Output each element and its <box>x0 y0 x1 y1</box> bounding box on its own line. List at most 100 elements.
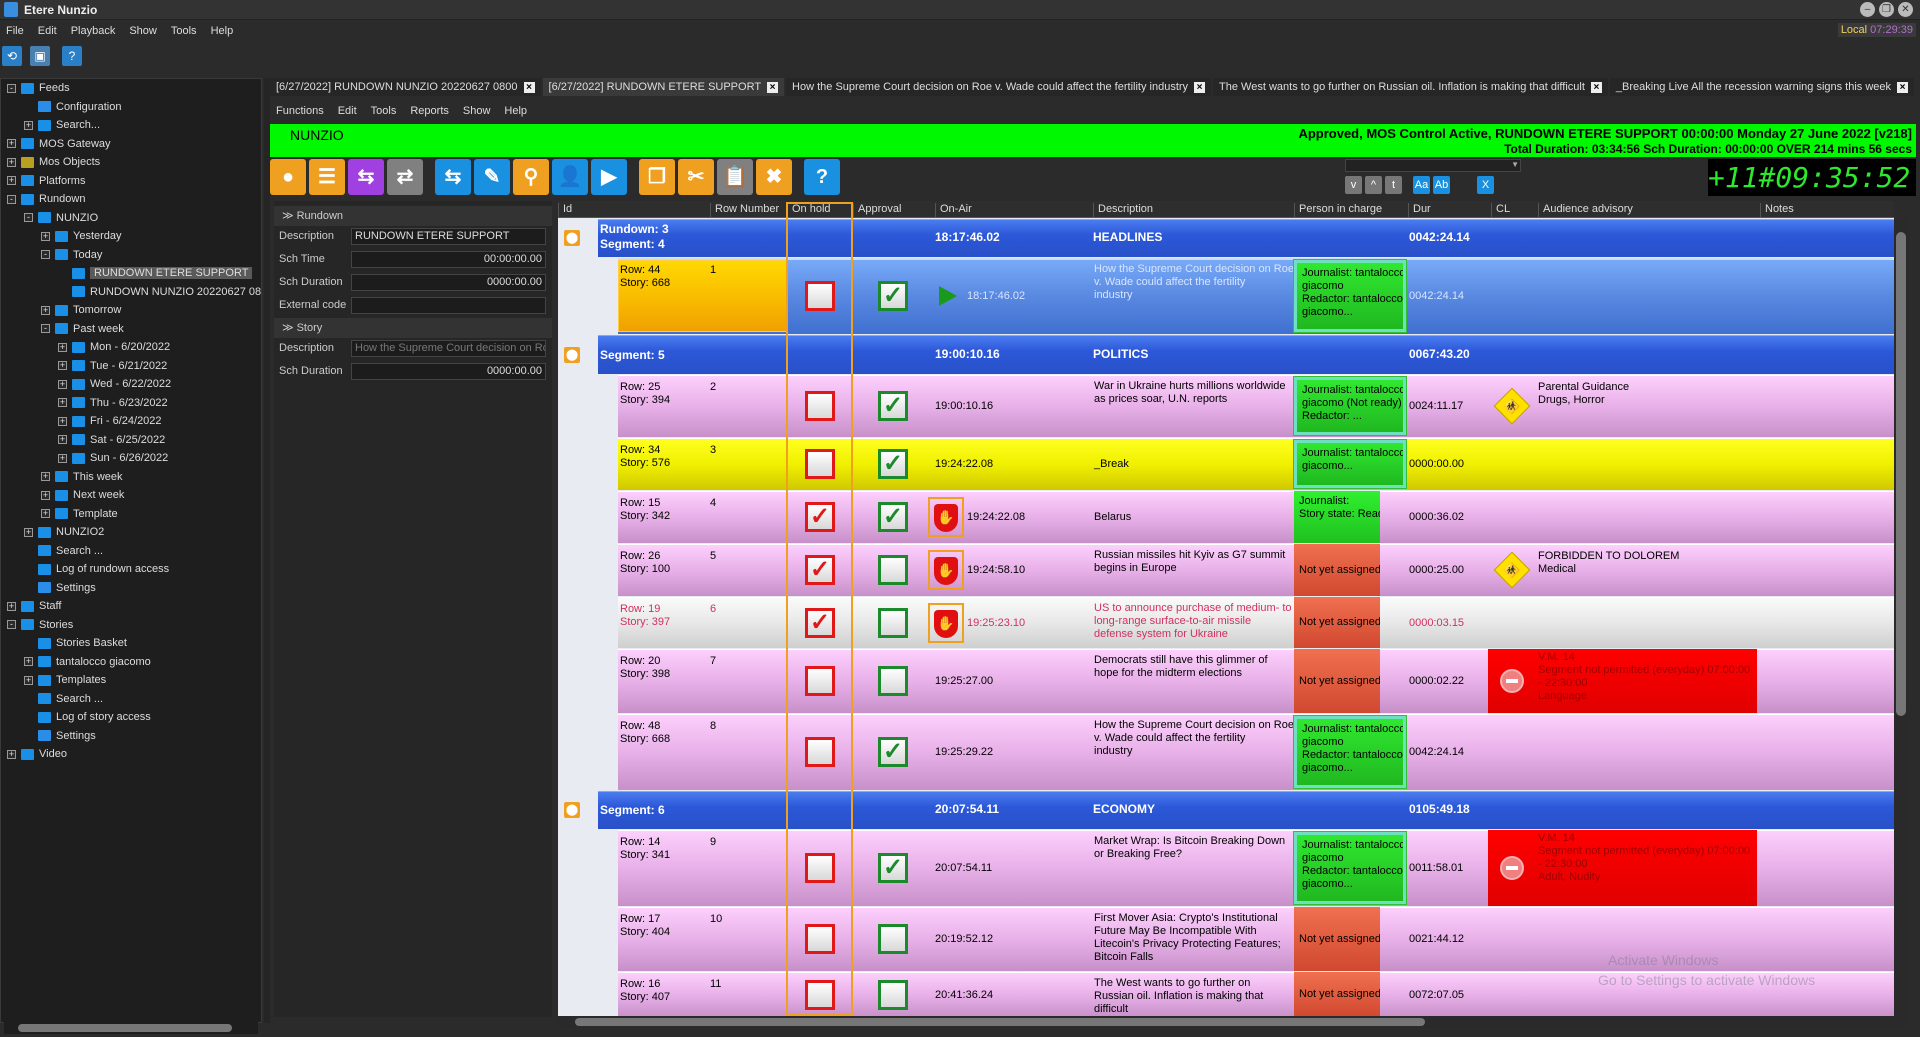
approval-checkbox[interactable] <box>878 979 908 1010</box>
field-input[interactable]: 0000:00.00 <box>351 363 546 380</box>
column-header[interactable]: Audience advisory <box>1538 203 1633 218</box>
expand-icon[interactable]: + <box>58 434 67 445</box>
on-hold-checkbox[interactable] <box>805 449 835 479</box>
menu-playback[interactable]: Playback <box>70 25 116 37</box>
tree-item[interactable]: + Mon - 6/20/2022 <box>58 338 170 356</box>
collapse-icon[interactable]: - <box>7 194 16 204</box>
tree-item[interactable]: + Sun - 6/26/2022 <box>58 449 168 467</box>
tree-item[interactable]: Settings <box>24 579 96 597</box>
approval-checkbox[interactable] <box>878 666 908 696</box>
expand-icon[interactable]: + <box>58 360 67 371</box>
menu-show[interactable]: Show <box>129 25 157 37</box>
story-row[interactable]: Row: 20 Story: 398 7 19:25:27.00 Democrats … <box>558 649 1894 713</box>
field-input[interactable]: 00:00:00.00 <box>351 251 546 268</box>
submenu-help[interactable]: Help <box>504 105 528 117</box>
submenu-edit[interactable]: Edit <box>337 105 357 117</box>
expand-icon[interactable]: + <box>24 526 33 537</box>
person-in-charge[interactable]: Journalist: tantalocco giacomo Redactor:… <box>1293 259 1407 333</box>
submenu-tools[interactable]: Tools <box>370 105 397 117</box>
story-row[interactable]: Row: 14 Story: 341 9 ✓ 20:07:54.11 Market Wr… <box>558 830 1894 906</box>
tree-item[interactable]: + Sat - 6/25/2022 <box>58 431 165 449</box>
person-in-charge[interactable]: Not yet assigned <box>1294 544 1380 596</box>
segment-icon[interactable]: ⬤ <box>564 346 580 363</box>
grid-horizontal-scrollbar[interactable] <box>558 1016 1908 1028</box>
column-header[interactable]: On hold <box>787 203 831 218</box>
close-tab-icon[interactable]: × <box>1194 82 1206 93</box>
on-hold-checkbox[interactable]: ✓ <box>805 607 835 638</box>
document-tab[interactable]: How the Supreme Court decision on Roe v.… <box>786 78 1212 96</box>
expand-icon[interactable]: + <box>24 119 33 130</box>
story-row[interactable]: Row: 26 Story: 100 5 ✓ ✋ 19:24:58.10 Russian … <box>558 544 1894 596</box>
whole-word-icon[interactable]: Ab <box>1433 176 1450 194</box>
field-input[interactable]: How the Supreme Court decision on Roe <box>351 340 546 357</box>
refresh-icon[interactable]: ⟲ <box>2 46 22 66</box>
approval-checkbox[interactable]: ✓ <box>878 391 908 421</box>
on-hold-checkbox[interactable]: ✓ <box>805 502 835 532</box>
scrollbar-thumb[interactable] <box>1896 232 1906 716</box>
stop-hand-icon[interactable]: ✋ <box>928 602 964 643</box>
paste-button[interactable]: 📋 <box>717 159 753 195</box>
on-hold-checkbox[interactable] <box>805 737 835 767</box>
tree-item[interactable]: + Tomorrow <box>41 301 121 319</box>
close-tab-icon[interactable]: × <box>767 82 779 93</box>
tree-item[interactable]: Search ... <box>24 542 103 560</box>
person-in-charge[interactable]: Journalist: tantalocco giacomo (Not read… <box>1293 376 1407 436</box>
submenu-reports[interactable]: Reports <box>410 105 449 117</box>
cut-button[interactable]: ✂ <box>678 159 714 195</box>
menu-help[interactable]: Help <box>210 25 234 37</box>
copy-button[interactable]: ❐ <box>639 159 675 195</box>
tree-item[interactable]: + Next week <box>41 486 124 504</box>
tree-horizontal-scrollbar[interactable] <box>4 1022 258 1034</box>
clear-icon[interactable]: X <box>1477 176 1494 194</box>
list-button[interactable]: ☰ <box>309 159 345 195</box>
delete-button[interactable]: ✖ <box>756 159 792 195</box>
collapse-icon[interactable]: - <box>41 324 50 334</box>
expand-icon[interactable]: + <box>7 748 16 759</box>
on-hold-checkbox[interactable]: ✓ <box>805 555 835 585</box>
person-in-charge[interactable]: Not yet assigned <box>1294 907 1380 971</box>
column-header[interactable]: Notes <box>1760 203 1794 218</box>
tree-item[interactable]: + tantalocco giacomo <box>24 653 151 671</box>
story-row[interactable]: Row: 44 Story: 668 1 ✓ 18:17:46.02 How the S… <box>558 258 1894 334</box>
field-input[interactable]: RUNDOWN ETERE SUPPORT <box>351 228 546 245</box>
column-header[interactable]: CL <box>1491 203 1510 218</box>
person-in-charge[interactable]: Journalist: Story state: Ready <box>1294 491 1380 543</box>
on-hold-checkbox[interactable] <box>805 666 835 696</box>
document-tab[interactable]: _Breaking Live All the recession warning… <box>1609 78 1915 96</box>
tree-item[interactable]: Log of rundown access <box>24 560 169 578</box>
person-in-charge[interactable]: Not yet assigned <box>1294 972 1380 1016</box>
tree-item[interactable]: Search ... <box>24 690 103 708</box>
match-case-icon[interactable]: Aa <box>1413 176 1430 194</box>
expand-icon[interactable]: + <box>24 656 33 667</box>
collapse-icon[interactable]: - <box>24 213 33 223</box>
up-icon[interactable]: ^ <box>1365 176 1382 194</box>
person-in-charge[interactable]: Journalist: tantalocco giacomo... <box>1293 439 1407 489</box>
tree-item[interactable]: + MOS Gateway <box>7 135 111 153</box>
tree-item[interactable]: - NUNZIO <box>24 209 98 227</box>
expand-icon[interactable]: + <box>58 378 67 389</box>
user-button[interactable]: 👤 <box>552 159 588 195</box>
scrollbar-thumb[interactable] <box>18 1024 232 1032</box>
person-in-charge[interactable]: Journalist: tantalocco giacomo Redactor:… <box>1293 831 1407 905</box>
expand-icon[interactable]: + <box>41 304 50 315</box>
new-story-button[interactable]: ● <box>270 159 306 195</box>
tree-item[interactable]: + Platforms <box>7 172 85 190</box>
stop-hand-icon[interactable]: ✋ <box>928 550 964 590</box>
tree-item[interactable]: + Templates <box>24 671 106 689</box>
expand-icon[interactable]: + <box>24 674 33 685</box>
tree-item[interactable]: + Tue - 6/21/2022 <box>58 357 167 375</box>
tree-item[interactable]: Settings <box>24 727 96 745</box>
tree-item[interactable]: - Stories <box>7 616 73 634</box>
grid-vertical-scrollbar[interactable] <box>1894 218 1908 1016</box>
down-icon[interactable]: v <box>1345 176 1362 194</box>
close-tab-icon[interactable]: × <box>1897 82 1909 93</box>
minimize-icon[interactable]: – <box>1860 2 1875 17</box>
on-hold-checkbox[interactable] <box>805 391 835 421</box>
tree-item[interactable]: + Video <box>7 745 67 763</box>
submenu-show[interactable]: Show <box>462 105 491 117</box>
export-button[interactable]: ⇄ <box>387 159 423 195</box>
collapse-icon[interactable]: - <box>41 250 50 260</box>
document-tab[interactable]: [6/27/2022] RUNDOWN NUNZIO 20220627 0800… <box>270 78 541 96</box>
tree-item[interactable]: Log of story access <box>24 708 151 726</box>
menu-file[interactable]: File <box>6 25 24 37</box>
